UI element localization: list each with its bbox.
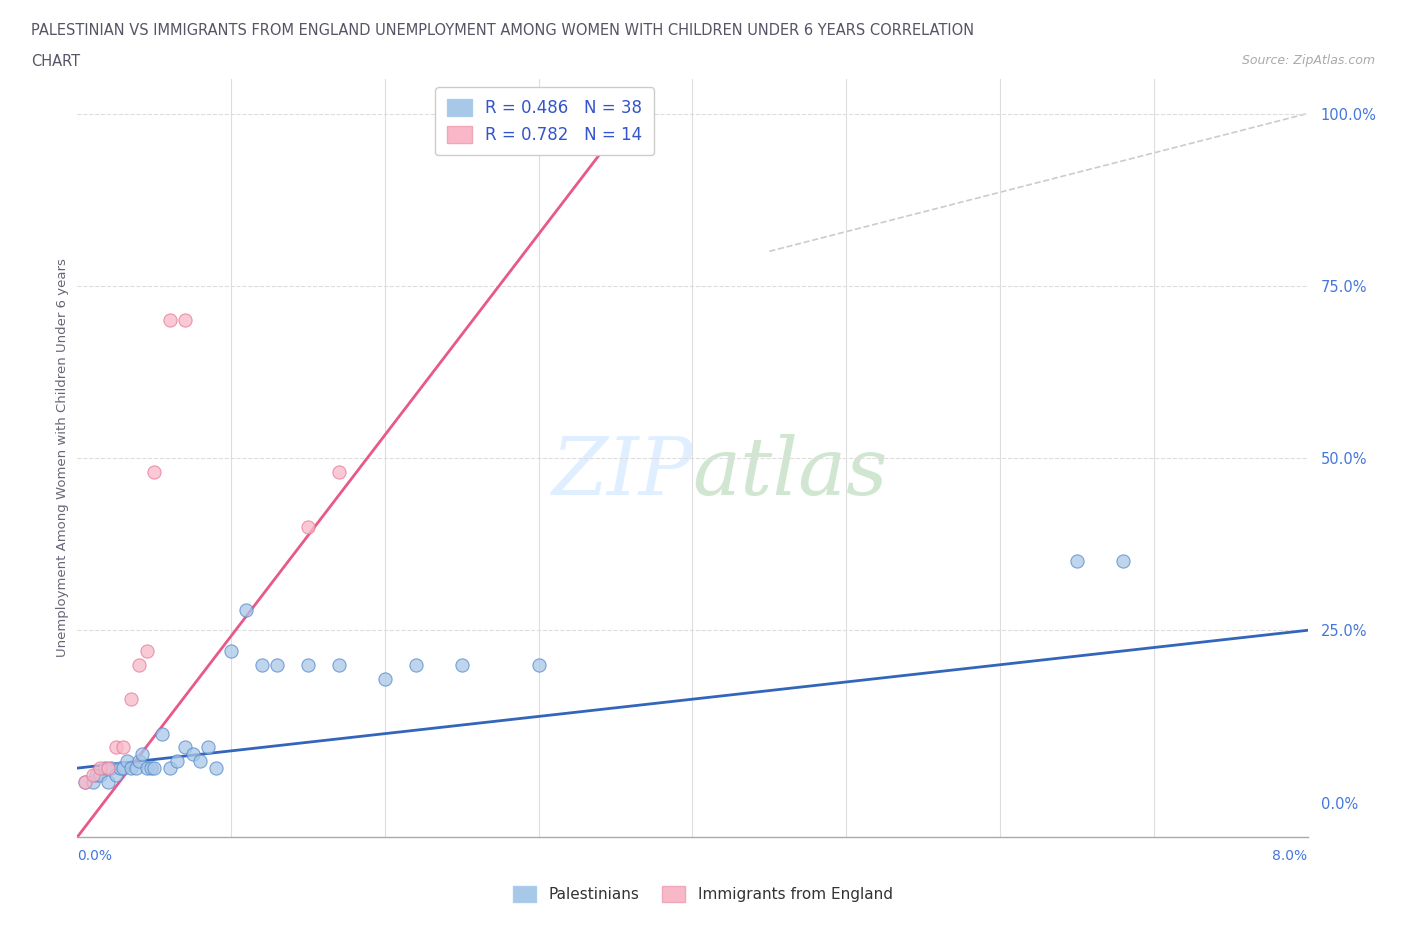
Point (110, 761, 132, 776)
Point (89, 761, 111, 776)
Legend: Palestinians, Immigrants from England: Palestinians, Immigrants from England (508, 880, 898, 909)
Point (450, 658, 472, 672)
Point (374, 671, 396, 686)
Point (174, 312, 197, 327)
Point (135, 761, 157, 776)
Text: PALESTINIAN VS IMMIGRANTS FROM ENGLAND UNEMPLOYMENT AMONG WOMEN WITH CHILDREN UN: PALESTINIAN VS IMMIGRANTS FROM ENGLAND U… (31, 23, 974, 38)
Point (250, 658, 273, 672)
Point (150, 726, 173, 741)
Text: 8.0%: 8.0% (1272, 849, 1308, 863)
Point (128, 753, 150, 768)
Point (120, 692, 142, 707)
Point (143, 464, 166, 479)
Point (104, 767, 127, 782)
Point (1066, 554, 1088, 569)
Point (219, 644, 242, 658)
Point (128, 658, 150, 672)
Point (405, 658, 427, 672)
Point (297, 658, 319, 672)
Point (94, 761, 117, 776)
Point (112, 761, 135, 776)
Point (166, 753, 188, 768)
Point (73, 775, 96, 790)
Point (104, 740, 127, 755)
Point (188, 753, 212, 768)
Point (527, 658, 550, 672)
Y-axis label: Unemployment Among Women with Children Under 6 years: Unemployment Among Women with Children U… (56, 259, 69, 658)
Point (266, 658, 288, 672)
Point (97, 761, 120, 776)
Point (115, 753, 138, 768)
Point (89, 767, 111, 782)
Point (1112, 554, 1135, 569)
Point (181, 747, 204, 762)
Point (159, 761, 181, 776)
Point (120, 761, 142, 776)
Point (297, 520, 319, 535)
Text: 0.0%: 0.0% (77, 849, 112, 863)
Point (82, 767, 104, 782)
Point (131, 747, 153, 762)
Point (328, 658, 350, 672)
Point (174, 740, 197, 755)
Point (159, 312, 181, 327)
Point (82, 775, 104, 790)
Point (135, 644, 157, 658)
Point (235, 603, 257, 618)
Point (73, 775, 96, 790)
Point (112, 740, 135, 755)
Point (125, 761, 148, 776)
Point (100, 761, 122, 776)
Point (97, 775, 120, 790)
Point (328, 464, 350, 479)
Text: ZIP: ZIP (551, 434, 693, 512)
Point (197, 740, 219, 755)
Point (84, 767, 107, 782)
Point (204, 761, 226, 776)
Text: atlas: atlas (693, 434, 887, 512)
Legend: R = 0.486   N = 38, R = 0.782   N = 14: R = 0.486 N = 38, R = 0.782 N = 14 (436, 87, 654, 155)
Point (143, 761, 166, 776)
Point (141, 761, 163, 776)
Text: Source: ZipAtlas.com: Source: ZipAtlas.com (1241, 54, 1375, 67)
Text: CHART: CHART (31, 54, 80, 69)
